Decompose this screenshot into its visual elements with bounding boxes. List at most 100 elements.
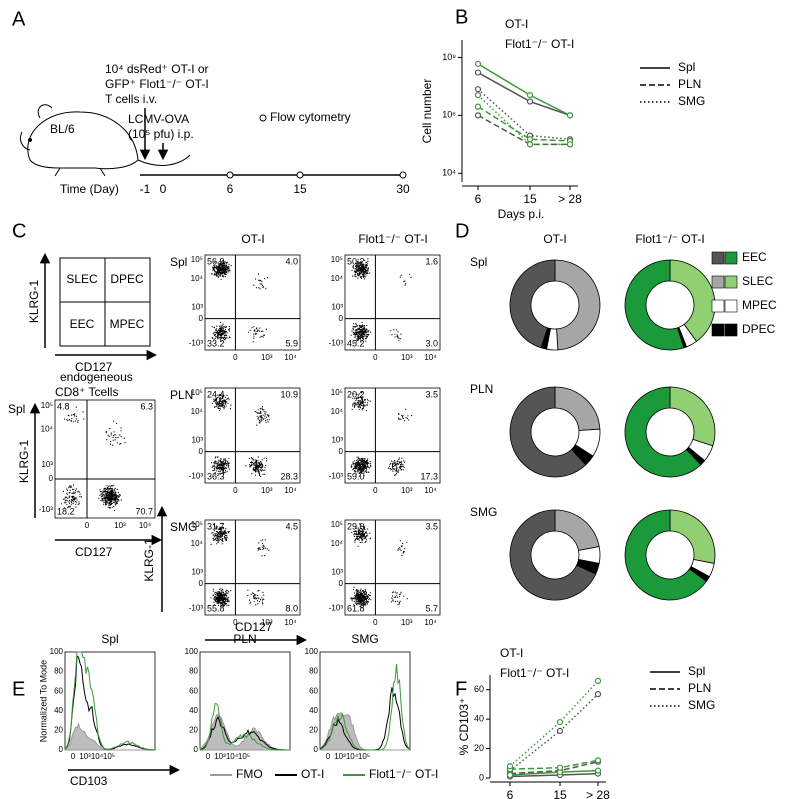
dot xyxy=(353,600,355,603)
dot xyxy=(356,266,358,269)
dot xyxy=(253,462,255,464)
dot xyxy=(351,531,353,534)
dot xyxy=(107,486,109,488)
dot xyxy=(221,599,223,601)
dot xyxy=(254,461,256,464)
x-tick-label: 6 xyxy=(507,788,514,799)
dot xyxy=(223,395,225,397)
dot xyxy=(364,461,366,463)
dot xyxy=(394,470,396,472)
dot xyxy=(220,589,222,592)
dot xyxy=(72,413,74,416)
dot xyxy=(261,335,263,338)
dot xyxy=(104,489,106,491)
dot xyxy=(228,464,230,466)
dot xyxy=(226,465,228,467)
dot xyxy=(361,333,363,335)
dot xyxy=(228,462,230,464)
dot xyxy=(390,330,392,332)
dot xyxy=(222,268,224,270)
dot xyxy=(357,460,359,462)
dot xyxy=(360,593,362,595)
x-tick-label: 6 xyxy=(475,192,482,206)
y-tick-label: 0 xyxy=(479,772,484,782)
dot xyxy=(363,526,365,528)
dot xyxy=(350,464,352,466)
legend-label: Flot1⁻/⁻ OT-I xyxy=(369,767,438,781)
legend-swatch xyxy=(724,299,738,313)
dot xyxy=(359,327,361,329)
dot xyxy=(116,422,118,424)
dot xyxy=(362,591,364,593)
dot xyxy=(350,597,352,599)
dot xyxy=(212,532,214,534)
dot xyxy=(222,323,224,325)
readout-icon xyxy=(259,114,267,122)
dot xyxy=(355,593,357,595)
dot xyxy=(259,463,261,465)
dot xyxy=(221,594,223,596)
dot xyxy=(399,540,401,542)
dot xyxy=(357,595,360,597)
dot xyxy=(221,401,223,403)
dot xyxy=(369,400,371,402)
dot xyxy=(108,501,110,504)
dot xyxy=(353,333,356,335)
dot xyxy=(220,460,222,462)
dot xyxy=(219,406,221,408)
dot xyxy=(258,601,261,603)
y-tick-label: -10³ xyxy=(189,603,204,612)
dot xyxy=(218,474,220,476)
dot xyxy=(357,394,359,396)
dot xyxy=(354,405,356,407)
flot1-histogram xyxy=(64,651,155,751)
dot xyxy=(212,594,214,596)
dot xyxy=(214,399,216,401)
dot xyxy=(216,464,218,467)
group-label: OT-I xyxy=(505,17,528,31)
dot xyxy=(366,270,368,272)
dot xyxy=(72,484,74,486)
dot xyxy=(215,266,217,268)
dot xyxy=(358,602,360,604)
y-tick-label: 10³ xyxy=(191,302,203,311)
dot xyxy=(75,501,78,503)
dot xyxy=(223,330,225,332)
dot xyxy=(221,467,223,469)
x-tick-label: 10⁵ xyxy=(238,752,250,761)
dot xyxy=(119,443,121,445)
quadrant-value: 3.0 xyxy=(425,338,438,348)
dot xyxy=(225,539,227,541)
dot xyxy=(256,465,258,467)
dot xyxy=(110,489,113,491)
dot xyxy=(366,261,368,263)
dot xyxy=(395,465,397,467)
dot xyxy=(356,536,359,538)
y-tick-label: -10³ xyxy=(329,338,344,347)
dot xyxy=(355,468,357,470)
plot-title: endogeneous xyxy=(60,370,133,384)
axis-label: Time (Day) xyxy=(60,182,119,196)
quadrant-value: 18.2 xyxy=(57,506,75,516)
dot xyxy=(365,463,367,465)
dot xyxy=(225,459,227,461)
dot xyxy=(258,464,260,467)
data-point xyxy=(474,112,482,119)
dot xyxy=(351,466,353,468)
dot xyxy=(214,261,216,263)
dot xyxy=(365,531,367,533)
dot xyxy=(390,601,393,603)
dot xyxy=(226,267,228,269)
dot xyxy=(115,503,118,505)
dot xyxy=(362,272,365,274)
dot xyxy=(258,412,260,414)
dot xyxy=(352,461,354,463)
dot xyxy=(228,591,230,593)
dot xyxy=(366,460,368,462)
dot xyxy=(363,537,365,539)
dot xyxy=(355,341,357,343)
dot xyxy=(367,400,369,402)
dot xyxy=(216,534,218,537)
dot xyxy=(62,490,65,492)
dot xyxy=(221,265,223,268)
